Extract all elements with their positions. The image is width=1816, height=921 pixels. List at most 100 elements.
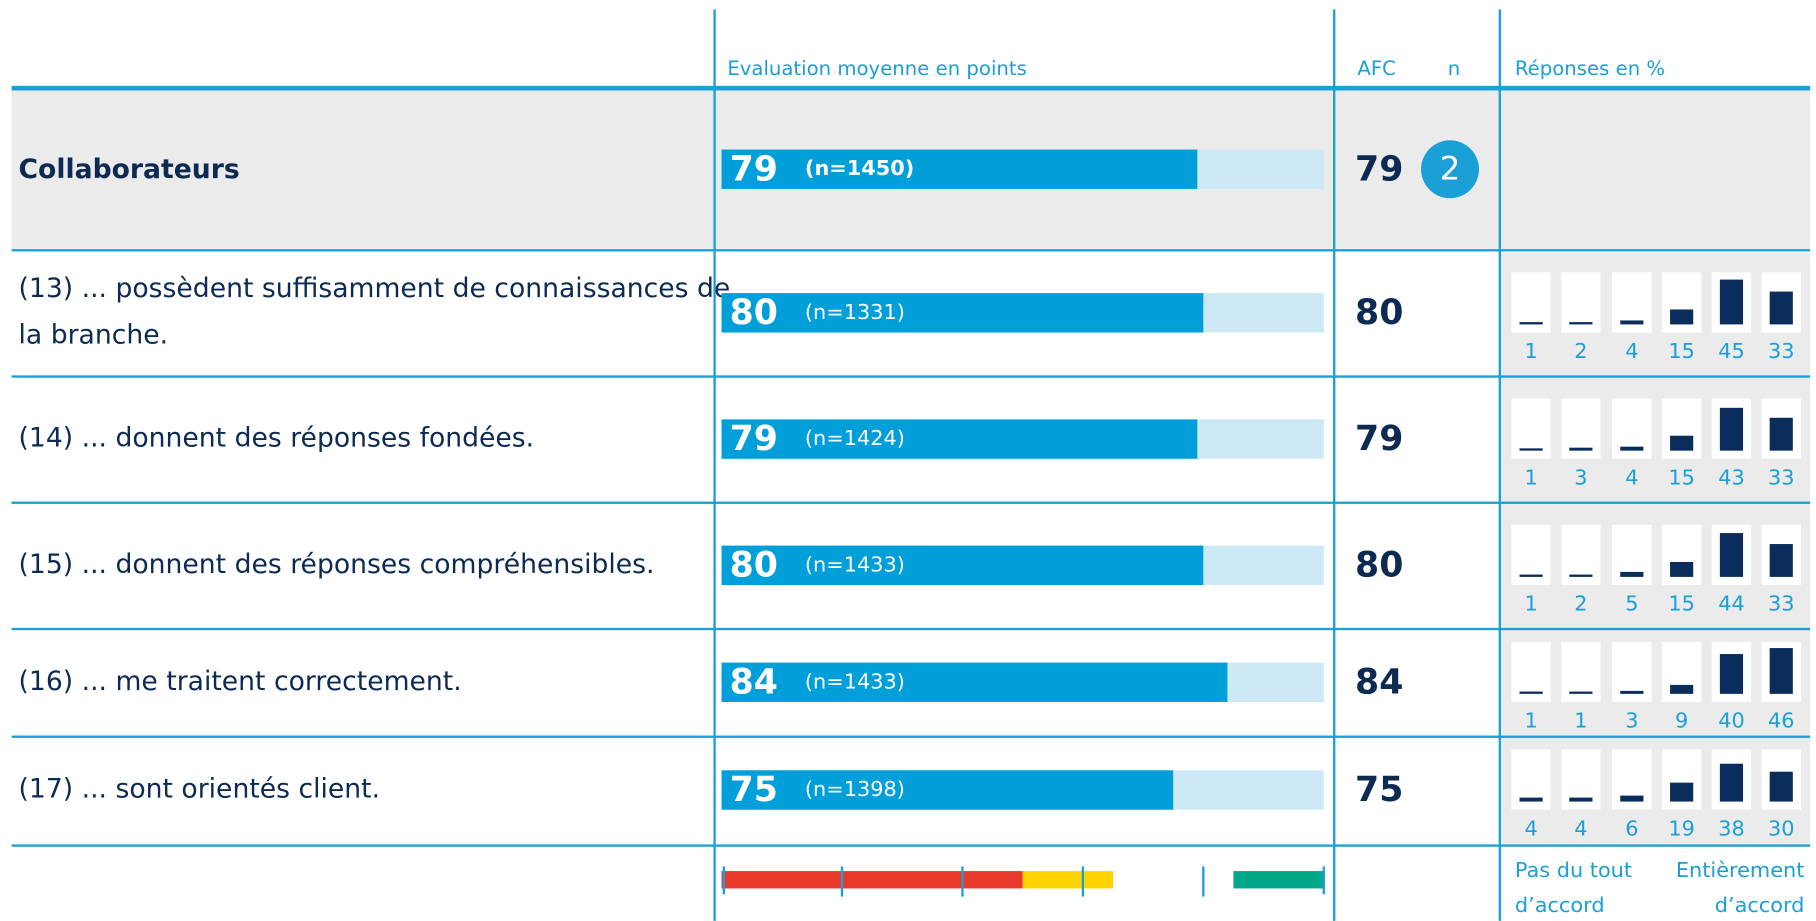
- score-label: 79: [730, 419, 778, 459]
- response-value: 30: [1768, 816, 1795, 840]
- row-rule: [11, 735, 1811, 738]
- response-bar: [1519, 797, 1543, 802]
- response-value: 38: [1718, 816, 1745, 840]
- response-bar: [1769, 291, 1793, 325]
- legend-right-label: Entièrement: [1676, 858, 1805, 882]
- response-value: 1: [1524, 709, 1537, 733]
- row-label: (14) ... donnent des réponses fondées.: [19, 423, 535, 454]
- response-value: 1: [1524, 592, 1537, 616]
- score-label: 80: [730, 545, 778, 585]
- response-bar: [1670, 782, 1694, 802]
- n-label: (n=1433): [805, 552, 905, 576]
- header-evaluation: Evaluation moyenne en points: [727, 57, 1027, 80]
- score-label: 75: [730, 770, 778, 810]
- response-bar: [1620, 795, 1644, 802]
- response-bar: [1670, 561, 1694, 577]
- response-bar: [1519, 322, 1543, 325]
- row-rule: [11, 249, 1811, 252]
- n-label: (n=1450): [805, 156, 914, 180]
- response-value: 3: [1574, 465, 1587, 489]
- summary-label: Collaborateurs: [19, 154, 240, 185]
- response-bar: [1719, 407, 1744, 451]
- row-label: (13) ... possèdent suffisamment de conna…: [19, 273, 731, 304]
- legend-left-label: d’accord: [1515, 893, 1605, 917]
- column-rule: [1498, 9, 1501, 921]
- response-bar: [1569, 447, 1593, 451]
- response-value: 4: [1625, 339, 1638, 363]
- badge-label: 2: [1440, 149, 1461, 187]
- response-value: 44: [1718, 592, 1745, 616]
- response-value: 2: [1574, 339, 1587, 363]
- score-label: 84: [730, 662, 778, 702]
- response-value: 6: [1625, 816, 1638, 840]
- response-bar: [1569, 691, 1593, 694]
- response-value: 9: [1675, 709, 1688, 733]
- response-bar: [1620, 320, 1644, 325]
- header-rule: [11, 85, 1811, 91]
- response-value: 4: [1524, 816, 1537, 840]
- response-bar: [1670, 435, 1694, 451]
- response-bar: [1769, 417, 1793, 451]
- n-label: (n=1424): [805, 426, 905, 450]
- score-label: 80: [730, 293, 778, 333]
- response-bar: [1620, 571, 1644, 577]
- responses-band: [1499, 252, 1811, 846]
- response-value: 45: [1718, 339, 1745, 363]
- response-bar: [1719, 763, 1744, 802]
- response-value: 43: [1718, 465, 1745, 489]
- response-bar: [1569, 574, 1593, 577]
- response-value: 3: [1625, 709, 1638, 733]
- response-bar: [1620, 446, 1644, 451]
- score-bar: [721, 419, 1198, 459]
- response-value: 19: [1668, 816, 1695, 840]
- score-bar: [721, 662, 1228, 702]
- response-bar: [1769, 771, 1793, 802]
- response-bar: [1719, 279, 1744, 325]
- response-value: 46: [1768, 709, 1795, 733]
- score-bar: [721, 545, 1204, 586]
- legend-right-label: d’accord: [1715, 893, 1805, 917]
- response-value: 15: [1668, 339, 1695, 363]
- response-bar: [1519, 691, 1543, 694]
- afc-value: 80: [1355, 293, 1403, 333]
- response-value: 5: [1625, 592, 1638, 616]
- response-bar: [1519, 448, 1543, 451]
- response-value: 2: [1574, 592, 1587, 616]
- afc-value: 75: [1355, 770, 1403, 810]
- response-value: 15: [1668, 465, 1695, 489]
- header-afc: AFC: [1357, 57, 1396, 80]
- row-label: (16) ... me traitent correctement.: [19, 666, 462, 697]
- response-bar: [1519, 574, 1543, 577]
- response-value: 15: [1668, 592, 1695, 616]
- response-value: 4: [1625, 465, 1638, 489]
- score-bar: [721, 770, 1174, 810]
- row-rule: [11, 375, 1811, 378]
- afc-value: 79: [1355, 419, 1403, 459]
- row-rule: [11, 844, 1811, 847]
- response-value: 33: [1768, 339, 1795, 363]
- response-bar: [1719, 533, 1744, 577]
- legend-segment: [721, 871, 1023, 889]
- row-label: la branche.: [19, 319, 169, 350]
- header-responses: Réponses en %: [1515, 57, 1665, 80]
- response-value: 1: [1524, 465, 1537, 489]
- score-bar: [721, 293, 1204, 333]
- response-bar: [1569, 797, 1593, 802]
- response-bar: [1620, 690, 1644, 694]
- legend-segment: [1022, 871, 1113, 889]
- response-bar: [1719, 654, 1744, 694]
- n-label: (n=1331): [805, 300, 905, 324]
- response-bar: [1769, 544, 1793, 577]
- response-bar: [1769, 648, 1793, 694]
- response-value: 4: [1574, 816, 1587, 840]
- legend-segment: [1233, 871, 1324, 889]
- column-rule: [713, 9, 716, 921]
- column-rule: [1333, 9, 1336, 921]
- header-n: n: [1448, 57, 1460, 80]
- n-label: (n=1433): [805, 669, 905, 693]
- row-rule: [11, 501, 1811, 504]
- afc-value: 80: [1355, 545, 1403, 585]
- badge: [1421, 140, 1479, 199]
- response-bar: [1670, 309, 1694, 325]
